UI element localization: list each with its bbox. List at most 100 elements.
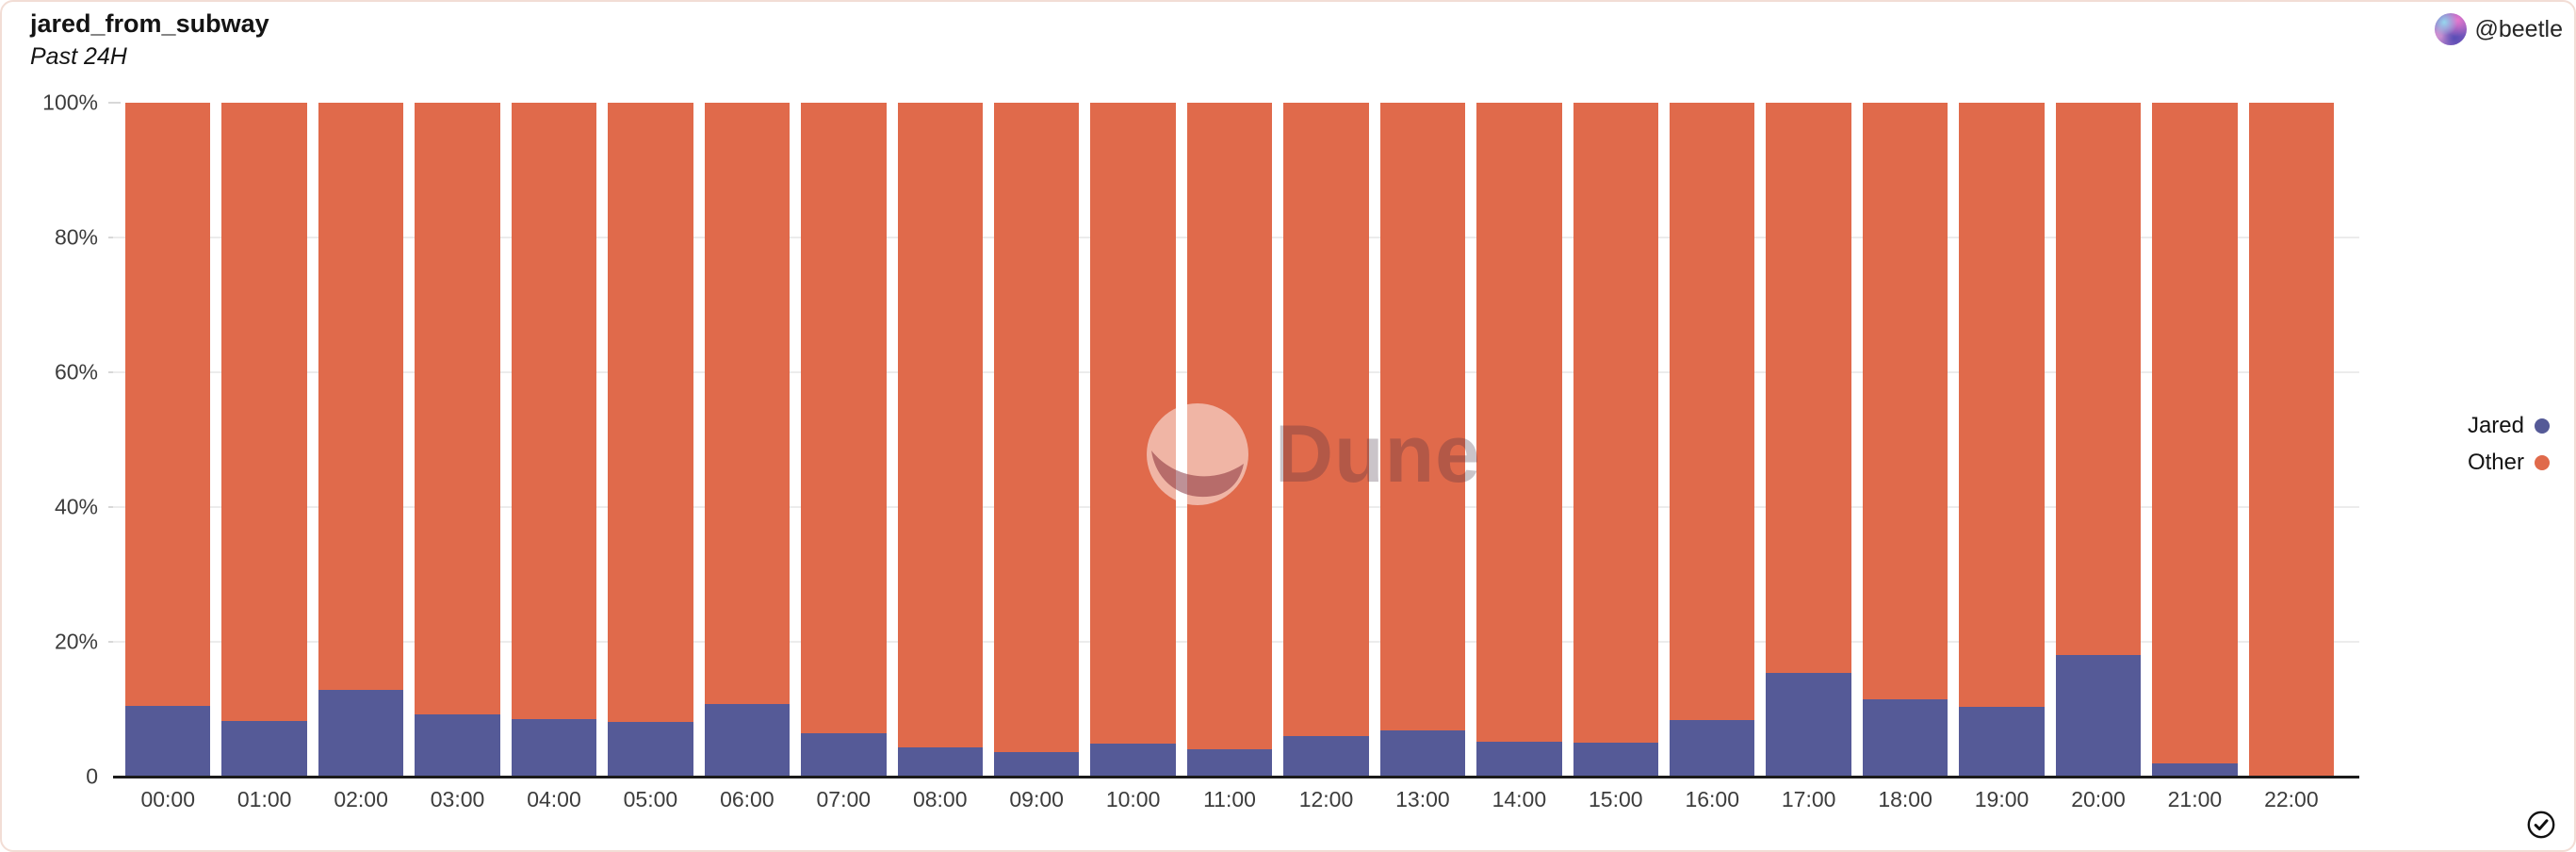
y-axis: 100% 80% 60% 40% 20% 0 (2, 90, 121, 789)
chart-subtitle: Past 24H (30, 43, 127, 70)
bar-13:00 (1379, 103, 1466, 777)
segment-jared (2055, 655, 2142, 777)
bar-14:00 (1476, 103, 1562, 777)
segment-jared (704, 703, 791, 777)
bar-16:00 (1670, 103, 1755, 777)
segment-jared (511, 718, 597, 777)
bar-03:00 (415, 103, 500, 777)
check-circle-icon (2527, 811, 2555, 839)
bar-10:00 (1090, 103, 1176, 777)
segment-other (1283, 103, 1369, 737)
x-tick-label: 00:00 (140, 787, 195, 811)
segment-other (511, 103, 597, 719)
segment-other (221, 103, 307, 722)
segment-jared (1476, 741, 1562, 777)
bar-05:00 (608, 103, 693, 777)
segment-other (318, 103, 404, 691)
y-tick-label: 40% (54, 494, 98, 519)
x-tick-label: 10:00 (1105, 787, 1161, 811)
bar-17:00 (1766, 103, 1851, 777)
plot-area (113, 103, 2359, 778)
author-chip[interactable]: @beetle (2434, 13, 2564, 45)
segment-jared (897, 746, 983, 777)
author-handle: @beetle (2474, 15, 2564, 42)
segment-other (415, 103, 500, 714)
segment-other (608, 103, 693, 723)
bar-08:00 (897, 103, 983, 777)
x-tick-label: 02:00 (334, 787, 388, 811)
segment-other (2152, 103, 2238, 763)
y-tick-label: 20% (54, 629, 98, 654)
x-tick-label: 11:00 (1203, 787, 1256, 811)
x-tick-label: 15:00 (1589, 787, 1643, 811)
segment-jared (1959, 707, 2045, 777)
legend-item-other[interactable]: Other (2468, 450, 2550, 476)
segment-jared (318, 690, 404, 777)
bar-04:00 (511, 103, 597, 777)
bar-15:00 (1573, 103, 1658, 777)
bars (125, 103, 2335, 777)
legend-dot (2535, 455, 2550, 470)
bar-22:00 (2248, 103, 2335, 777)
segment-other (1379, 103, 1466, 730)
segment-jared (1283, 736, 1369, 777)
y-tick-label: 100% (42, 90, 98, 115)
x-tick-label: 07:00 (816, 787, 872, 811)
segment-jared (1670, 719, 1755, 777)
x-axis-line (113, 776, 2359, 778)
segment-other (801, 103, 887, 734)
y-tick-mark (108, 102, 121, 104)
x-tick-label: 17:00 (1781, 787, 1836, 811)
page-title: jared_from_subway (30, 9, 269, 38)
x-tick-label: 12:00 (1298, 787, 1354, 811)
segment-jared (801, 733, 887, 777)
x-tick-label: 06:00 (720, 787, 774, 811)
segment-other (1766, 103, 1851, 673)
segment-other (1862, 103, 1948, 699)
bar-09:00 (993, 103, 1080, 777)
segment-jared (125, 705, 211, 777)
bar-00:00 (125, 103, 211, 777)
segment-other (2055, 103, 2142, 656)
segment-jared (1573, 742, 1658, 777)
segment-other (2248, 103, 2335, 777)
x-tick-label: 18:00 (1878, 787, 1932, 811)
legend-item-jared[interactable]: Jared (2468, 413, 2550, 439)
segment-jared (2152, 762, 2238, 777)
x-tick-label: 20:00 (2071, 787, 2126, 811)
segment-jared (1862, 698, 1948, 777)
segment-jared (221, 721, 307, 777)
author-avatar (2434, 13, 2467, 45)
x-tick-label: 01:00 (236, 787, 292, 811)
x-tick-label: 04:00 (527, 787, 581, 811)
x-tick-label: 09:00 (1009, 787, 1064, 811)
bar-06:00 (704, 103, 791, 777)
bar-21:00 (2152, 103, 2238, 777)
x-tick-label: 22:00 (2264, 787, 2319, 811)
segment-other (704, 103, 791, 704)
bar-11:00 (1186, 103, 1273, 777)
legend-label: Jared (2467, 413, 2524, 438)
verified-check-button[interactable] (2525, 809, 2557, 841)
x-axis-labels: 00:00 01:00 02:00 03:00 04:00 05:00 06:00 07:00… (125, 787, 2334, 812)
bar-20:00 (2055, 103, 2142, 777)
legend-dot (2535, 418, 2550, 434)
x-tick-label: 19:00 (1974, 787, 2030, 811)
x-tick-label: 03:00 (430, 787, 485, 811)
segment-other (1090, 103, 1176, 744)
x-tick-label: 21:00 (2167, 787, 2223, 811)
x-tick-label: 08:00 (912, 787, 968, 811)
segment-jared (993, 751, 1080, 777)
legend-label: Other (2467, 450, 2524, 475)
segment-jared (1090, 743, 1176, 777)
segment-other (1959, 103, 2045, 708)
y-tick-label: 0 (86, 763, 98, 789)
x-tick-label: 05:00 (623, 787, 678, 811)
x-tick-label: 16:00 (1685, 787, 1739, 811)
bar-19:00 (1959, 103, 2045, 777)
segment-other (1573, 103, 1658, 743)
y-tick-label: 60% (54, 359, 98, 385)
legend: Jared Other (2468, 413, 2550, 476)
segment-jared (415, 713, 500, 777)
segment-other (897, 103, 983, 747)
